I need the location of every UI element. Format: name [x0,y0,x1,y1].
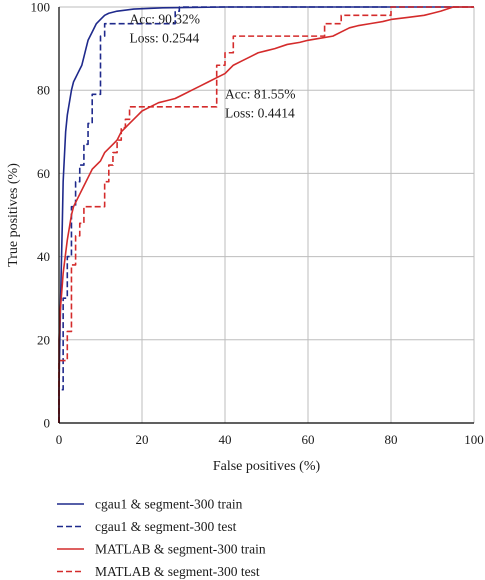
series-line-3 [58,6,474,423]
grid-lines [58,6,475,424]
plot-frame [58,7,474,424]
tick-labels: 0 20 40 60 80 100 0 20 40 60 80 100 [31,0,484,447]
x-tick-label: 0 [56,432,63,447]
annotation-line: Acc: 81.55% [225,86,295,101]
y-tick-label: 20 [37,332,50,347]
y-tick-label: 60 [37,166,50,181]
x-axis-title: False positives (%) [213,459,321,474]
series-line-1 [58,6,474,423]
legend-label: MATLAB & segment-300 test [95,564,260,579]
y-tick-label: 0 [44,416,51,431]
x-tick-label: 40 [219,432,232,447]
x-tick-label: 20 [136,432,149,447]
legend: cgau1 & segment-300 train cgau1 & segment… [57,497,266,579]
series-line-2 [58,6,474,423]
annotation-line: Loss: 0.2544 [130,30,200,45]
legend-label: MATLAB & segment-300 train [95,542,266,557]
y-tick-label: 80 [37,83,50,98]
y-tick-label: 100 [31,0,51,15]
series-layer [58,6,474,423]
annotation-line: Loss: 0.4414 [225,105,295,120]
y-axis-title: True positives (%) [6,163,21,267]
x-tick-label: 100 [464,432,484,447]
y-tick-label: 40 [37,249,50,264]
annotations: Acc: 90.32% Loss: 0.2544 Acc: 81.55% Loss: … [130,11,296,120]
x-tick-label: 80 [385,432,398,447]
legend-label: cgau1 & segment-300 train [95,497,243,512]
annotation-line: Acc: 90.32% [130,11,200,26]
series-line-4 [58,6,474,423]
x-tick-label: 60 [302,432,315,447]
legend-label: cgau1 & segment-300 test [95,519,237,534]
